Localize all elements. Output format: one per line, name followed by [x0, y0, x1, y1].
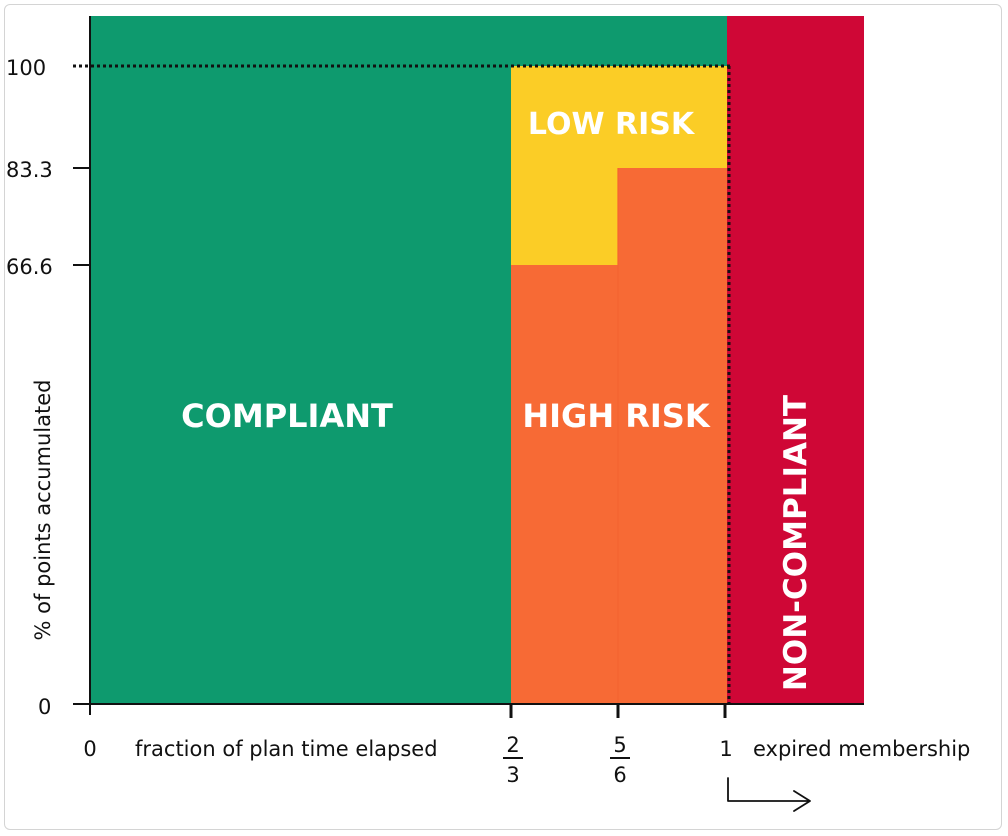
- y-axis-title: % of points accumulated: [31, 380, 55, 641]
- x-tick-label-two-thirds-denominator: 3: [506, 763, 519, 787]
- x-axis-title: fraction of plan time elapsed: [135, 737, 438, 761]
- y-tick-label-83-3: 83.3: [6, 158, 53, 182]
- x-tick-label-five-sixths-denominator: 6: [613, 763, 626, 787]
- non-compliant-region: [727, 16, 864, 704]
- high-risk-label: HIGH RISK: [522, 397, 710, 435]
- x-tick-label-two-thirds-numerator: 2: [506, 733, 519, 757]
- low-risk-region-upper: [511, 66, 727, 168]
- x-tick-label-one: 1: [719, 737, 732, 761]
- y-tick-label-0: 0: [38, 695, 51, 719]
- non-compliant-label: NON-COMPLIANT: [778, 395, 814, 691]
- expired-membership-label: expired membership: [753, 737, 970, 761]
- y-tick-label-66-6: 66.6: [6, 255, 53, 279]
- expired-arrow-icon: [727, 777, 811, 812]
- low-risk-region-lower: [511, 168, 618, 265]
- compliant-label: COMPLIANT: [181, 397, 393, 435]
- x-tick-label-five-sixths-numerator: 5: [613, 733, 626, 757]
- x-tick-label-0: 0: [83, 737, 96, 761]
- y-tick-label-100: 100: [6, 56, 46, 80]
- low-risk-label: LOW RISK: [528, 107, 696, 142]
